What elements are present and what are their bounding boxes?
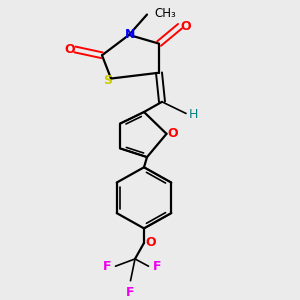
Text: O: O xyxy=(64,43,75,56)
Text: F: F xyxy=(153,260,161,273)
Text: CH₃: CH₃ xyxy=(154,7,176,20)
Text: H: H xyxy=(189,108,198,122)
Text: F: F xyxy=(103,260,111,273)
Text: O: O xyxy=(180,20,191,33)
Text: F: F xyxy=(126,286,135,299)
Text: N: N xyxy=(125,28,136,41)
Text: S: S xyxy=(103,74,112,86)
Text: O: O xyxy=(168,127,178,140)
Text: O: O xyxy=(145,236,156,249)
